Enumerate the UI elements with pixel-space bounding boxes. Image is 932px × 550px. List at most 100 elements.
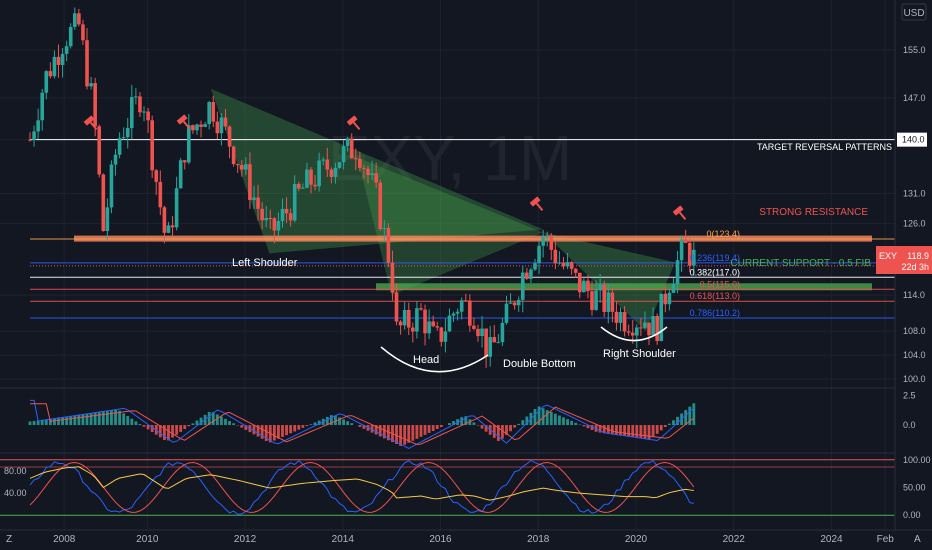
level-lines [30, 139, 895, 319]
price-badge: EXY 118.9 22d 3h [876, 246, 932, 274]
price-tick: 131.0 [903, 189, 926, 199]
macd-hist-bar [382, 425, 386, 439]
candle-down [484, 328, 488, 357]
macd-hist-bar [582, 425, 586, 427]
candle-up [692, 249, 696, 266]
macd-hist-bar [631, 425, 635, 437]
candle-up [105, 207, 110, 232]
macd-hist-bar [521, 420, 525, 426]
macd-hist-bar [73, 415, 77, 426]
hammer-head [529, 196, 541, 207]
macd-hist-bar [692, 403, 696, 426]
candle-down [573, 268, 578, 273]
macd-tick: 0.0 [903, 420, 916, 430]
candle-up [252, 197, 256, 201]
macd-hist-bar [472, 422, 476, 426]
macd-hist-bar [77, 414, 81, 426]
macd-hist-bar [427, 425, 431, 433]
price-tick: 155.0 [903, 45, 926, 55]
macd-hist-bar [93, 412, 97, 426]
macd-hist-bar [44, 419, 48, 426]
macd-hist-bar [386, 425, 390, 441]
timezone-toggle[interactable]: Z [6, 534, 12, 545]
macd-hist-bar [362, 425, 366, 429]
candle-up [292, 183, 297, 221]
candle-up [178, 160, 183, 189]
candle-down [683, 239, 688, 243]
candle-down [56, 56, 61, 65]
candle-up [40, 92, 45, 121]
macd-hist-bar [549, 411, 553, 426]
candle-down [586, 280, 590, 292]
candle-down [663, 293, 668, 305]
candle-down [492, 337, 497, 343]
candle-up [541, 236, 545, 246]
macd-hist-bar [448, 423, 451, 426]
time-axis[interactable]: 2008 2010 2012 2014 2016 2018 2020 2022 2024 Feb [53, 534, 894, 545]
time-tick: 2010 [136, 534, 159, 545]
macd-hist-bar [220, 416, 223, 426]
candle-up [174, 188, 179, 228]
macd-hist-bar [338, 417, 341, 426]
macd-hist-bar [122, 413, 126, 426]
candle-down [626, 331, 631, 333]
macd-hist-bar [610, 425, 614, 435]
hammer-icon [83, 115, 98, 131]
macd-tick: 2.5 [903, 391, 916, 401]
macd-hist-bar [480, 425, 484, 429]
candle-down [223, 117, 228, 127]
candle-up [529, 269, 533, 279]
candle-up [280, 208, 285, 222]
candle-up [305, 169, 309, 188]
price-axis[interactable]: 155.0 147.0 140.0 131.0 126.0 114.0 108.0 104.0… [897, 45, 927, 384]
macd-hist-bar [134, 421, 138, 426]
candle-down [549, 236, 554, 250]
hammer-icon [529, 196, 544, 212]
candle-down [476, 328, 480, 337]
candle-down [93, 83, 97, 127]
symbol-watermark: EXY, 1M [328, 122, 572, 194]
hammer-icon [176, 114, 191, 130]
candle-down [150, 120, 154, 171]
candle-up [598, 284, 602, 291]
macd-hist-bar [496, 425, 500, 441]
macd-hist-bar [325, 416, 329, 426]
macd-hist-bar [118, 410, 121, 426]
candle-down [260, 208, 264, 221]
candle-down [602, 284, 607, 312]
macd-hist-bar [85, 413, 89, 426]
macd-hist-bar [407, 425, 411, 443]
double-bottom-label: Double Bottom [503, 358, 576, 370]
candle-down [378, 182, 383, 230]
candle-up [44, 71, 49, 93]
macd-hist-bar [138, 424, 142, 426]
candle-down [569, 262, 574, 269]
macd-hist-bar [423, 425, 427, 435]
candle-down [199, 124, 203, 127]
hammer-head [672, 205, 684, 216]
right-triangle [543, 232, 676, 332]
candle-down [386, 228, 391, 263]
time-tick: 2018 [527, 534, 550, 545]
candle-up [533, 263, 537, 270]
stoch-k-line [29, 459, 694, 515]
auto-scale-toggle[interactable]: A [914, 534, 921, 545]
macd-hist-bar [162, 425, 166, 440]
candle-up [504, 303, 509, 323]
candle-up [68, 26, 73, 47]
macd-hist-bar [501, 425, 504, 439]
macd-hist-bar [48, 418, 52, 426]
macd-hist-bar [228, 421, 231, 426]
head-curve [380, 346, 489, 373]
macd-hist-bar [256, 425, 260, 437]
macd-hist-bar [505, 425, 508, 435]
fib-label: 0.786(110.2) [690, 308, 740, 318]
macd-hist-bar [411, 425, 415, 441]
osc-tick: 50.00 [903, 483, 926, 493]
macd-hist-bar [590, 425, 594, 430]
candle-up [643, 322, 647, 328]
candle-up [455, 311, 460, 314]
macd-hist-bar [619, 425, 622, 436]
hammer-handle [89, 121, 98, 131]
hammer-head [83, 115, 95, 126]
